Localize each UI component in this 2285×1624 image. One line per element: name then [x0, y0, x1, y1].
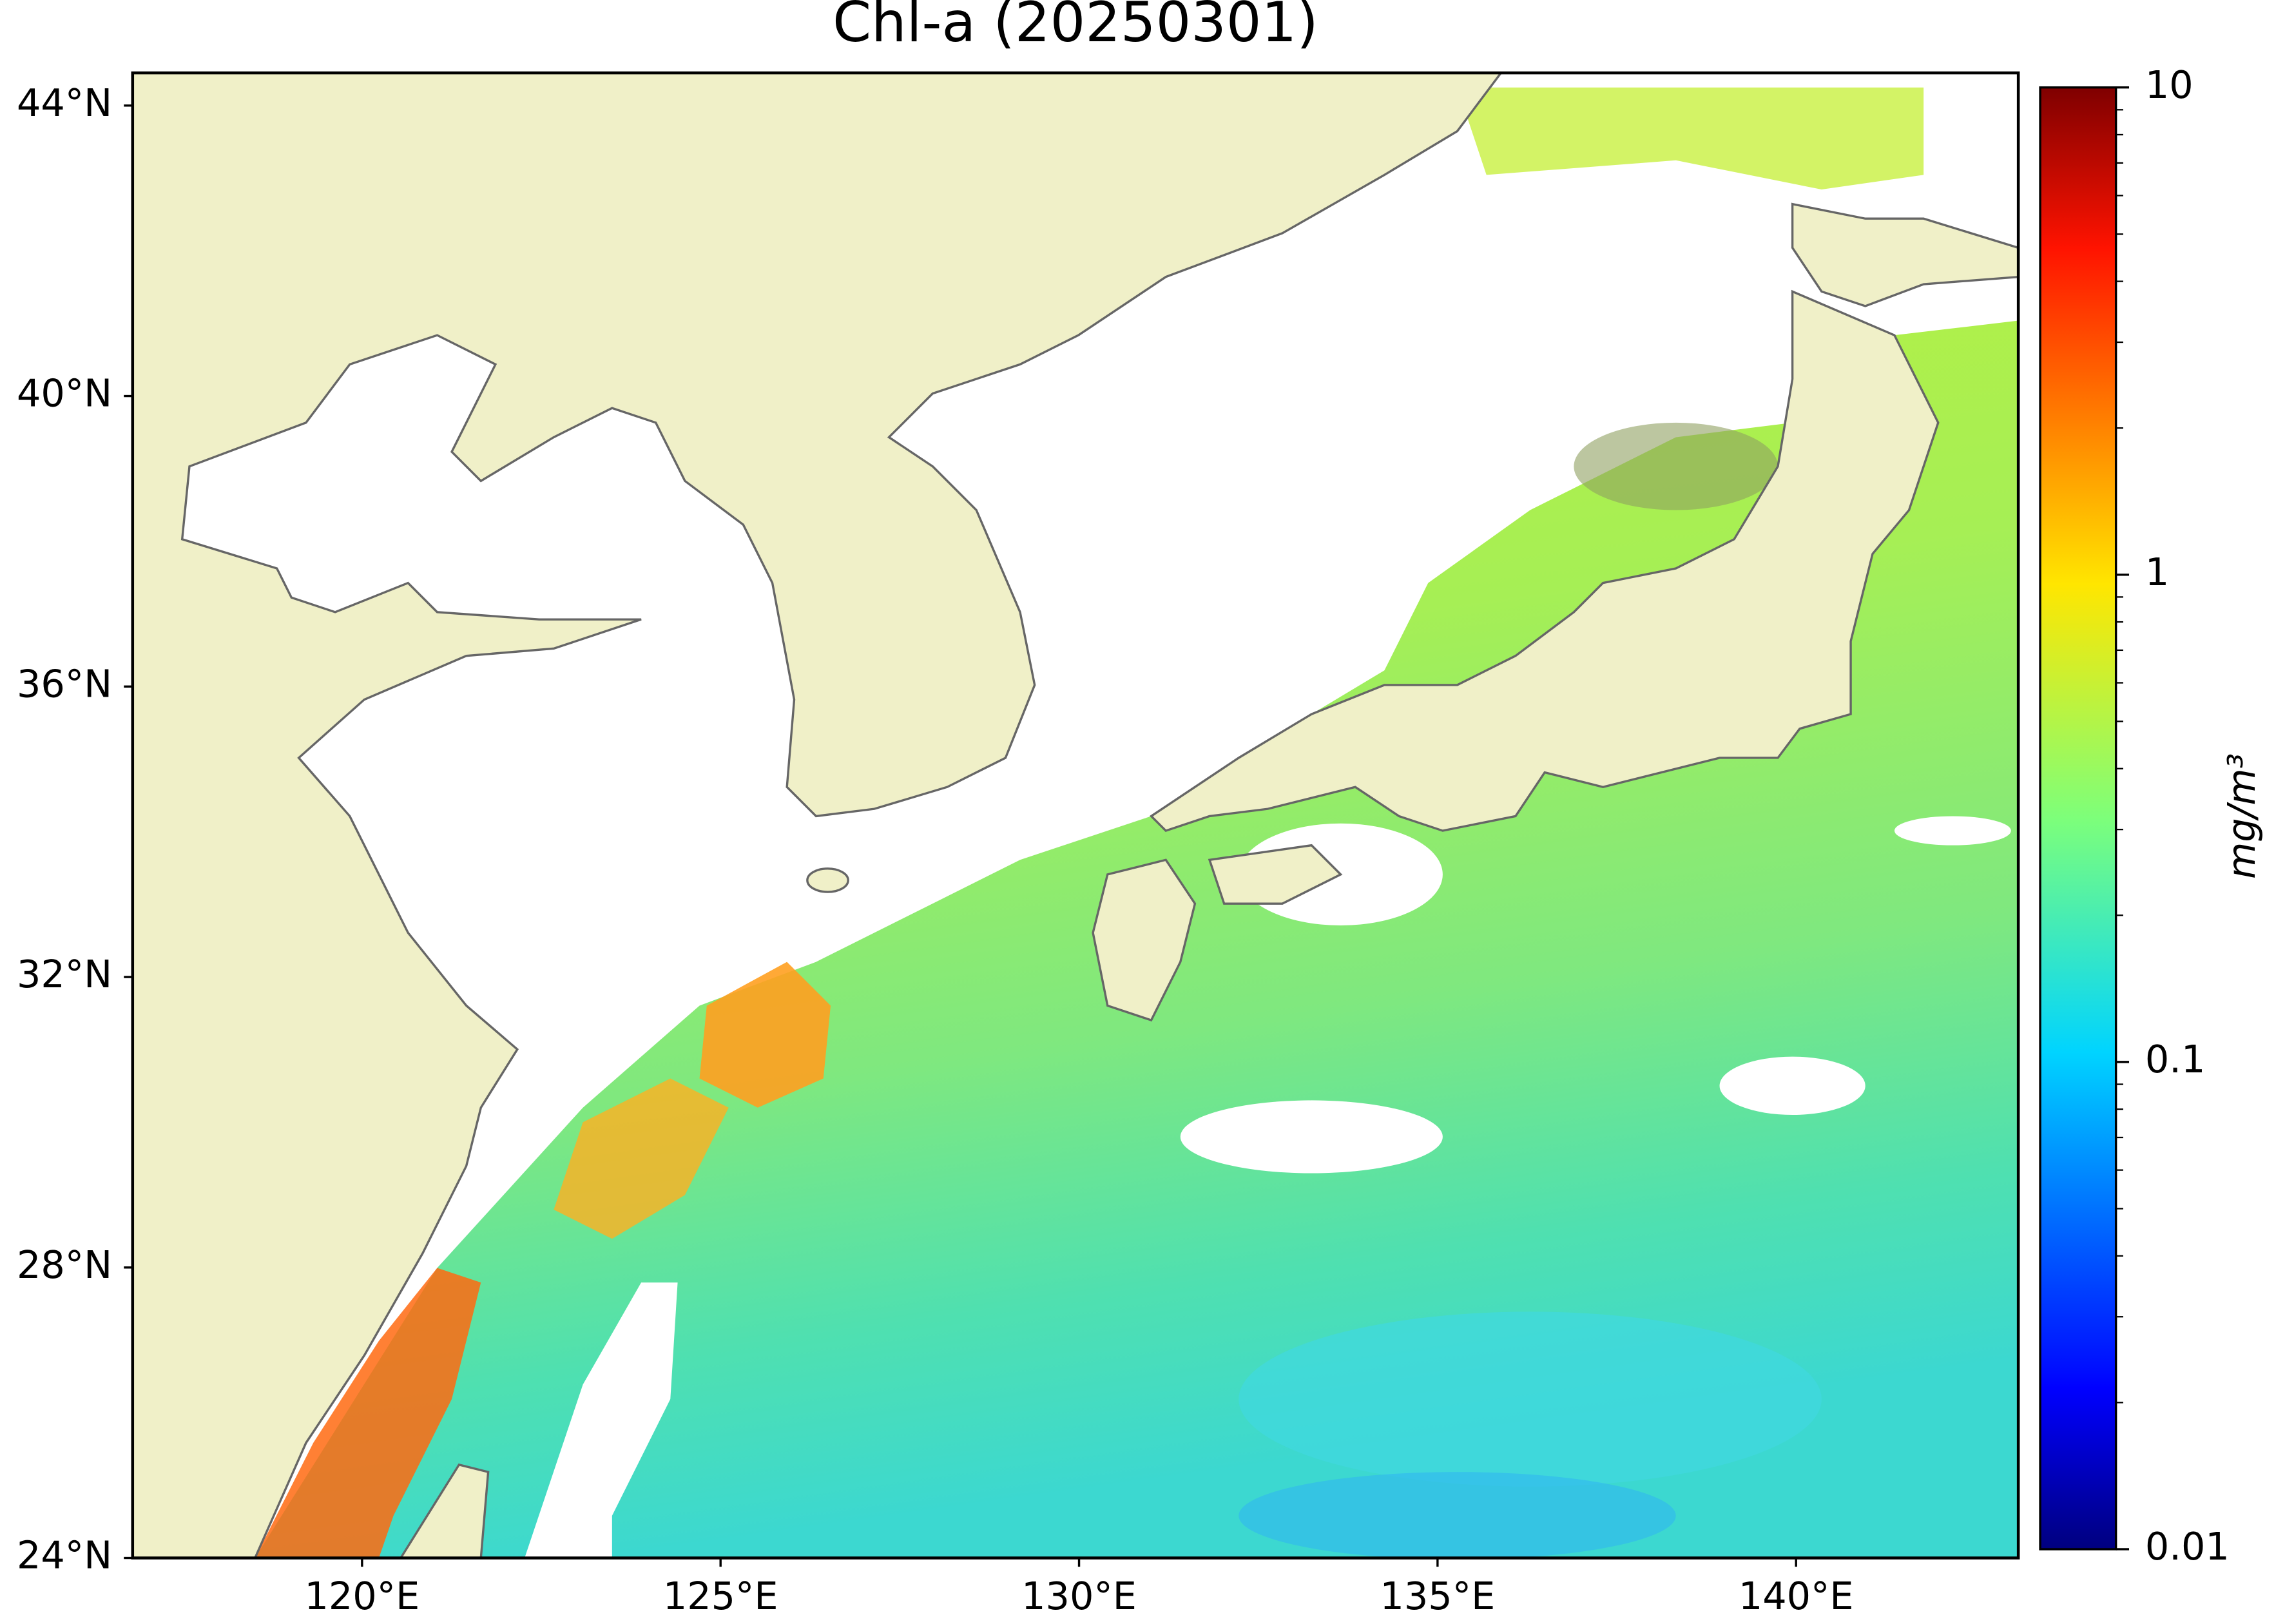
honshu — [1149, 289, 1940, 833]
cloud — [1894, 816, 2011, 846]
asia-mainland — [132, 73, 1503, 1558]
chlorophyll-field — [1457, 87, 1924, 190]
x-tick-label: 130°E — [1021, 1574, 1137, 1618]
x-tick-label: 135°E — [1380, 1574, 1496, 1618]
jeju — [806, 867, 849, 893]
cloud — [525, 1282, 678, 1558]
colorbar-tick-label: 0.01 — [2145, 1524, 2230, 1569]
colorbar-label: mg/m³ — [2219, 753, 2264, 879]
x-tick-label: 120°E — [304, 1574, 419, 1618]
colorbar-tick-label: 10 — [2145, 63, 2193, 107]
map-area — [132, 73, 2019, 1558]
colorbar-tick-label: 0.1 — [2145, 1037, 2205, 1081]
chlorophyll-field — [554, 1078, 729, 1239]
y-tick-label: 24°N — [17, 1533, 112, 1578]
chlorophyll-field — [1239, 1311, 1822, 1487]
map-frame — [131, 71, 2020, 1560]
land — [132, 73, 2019, 1558]
colorbar — [2039, 86, 2117, 1551]
x-tick-label: 140°E — [1739, 1574, 1854, 1618]
chlorophyll-field — [255, 1268, 481, 1558]
colorbar-tick-label: 1 — [2145, 550, 2169, 594]
chlorophyll-field — [1574, 422, 1779, 510]
cloud — [1719, 1056, 1866, 1116]
y-tick-label: 32°N — [17, 952, 112, 996]
y-tick-label: 44°N — [17, 81, 112, 125]
kyushu — [1092, 858, 1197, 1022]
chlorophyll-field — [1239, 1472, 1676, 1558]
map-title: Chl-a (20250301) — [833, 0, 1318, 55]
cloud — [1180, 1100, 1443, 1174]
taiwan — [399, 1463, 490, 1558]
y-tick-label: 40°N — [17, 371, 112, 416]
y-tick-label: 28°N — [17, 1242, 112, 1287]
shikoku — [1208, 844, 1343, 905]
x-tick-label: 125°E — [663, 1574, 778, 1618]
chlorophyll-field — [699, 962, 831, 1108]
hokkaido — [1791, 202, 2019, 307]
y-tick-label: 36°N — [17, 661, 112, 706]
